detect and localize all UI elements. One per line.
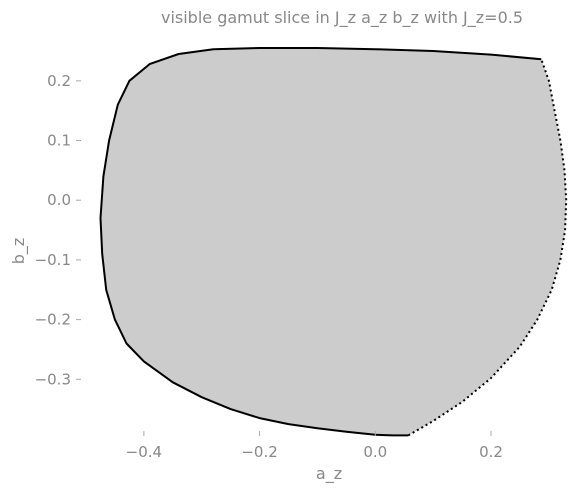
y-axis-label: b_z [9,238,29,265]
x-tick-label: 0.0 [363,443,387,461]
y-tick-label: −0.2 [35,311,71,329]
y-tick-label: 0.0 [47,191,71,209]
chart-title: visible gamut slice in J_z a_z b_z with … [161,8,523,28]
x-tick-label: 0.2 [479,443,503,461]
x-tick-label: −0.2 [241,443,277,461]
y-tick-label: −0.3 [35,370,71,388]
y-tick-label: 0.1 [47,132,71,150]
y-tick-label: 0.2 [47,72,71,90]
x-tick-label: −0.4 [126,443,162,461]
x-axis-label: a_z [316,464,342,484]
gamut-fill-region [101,48,567,435]
plot-area [101,48,567,435]
y-tick-label: −0.1 [35,251,71,269]
